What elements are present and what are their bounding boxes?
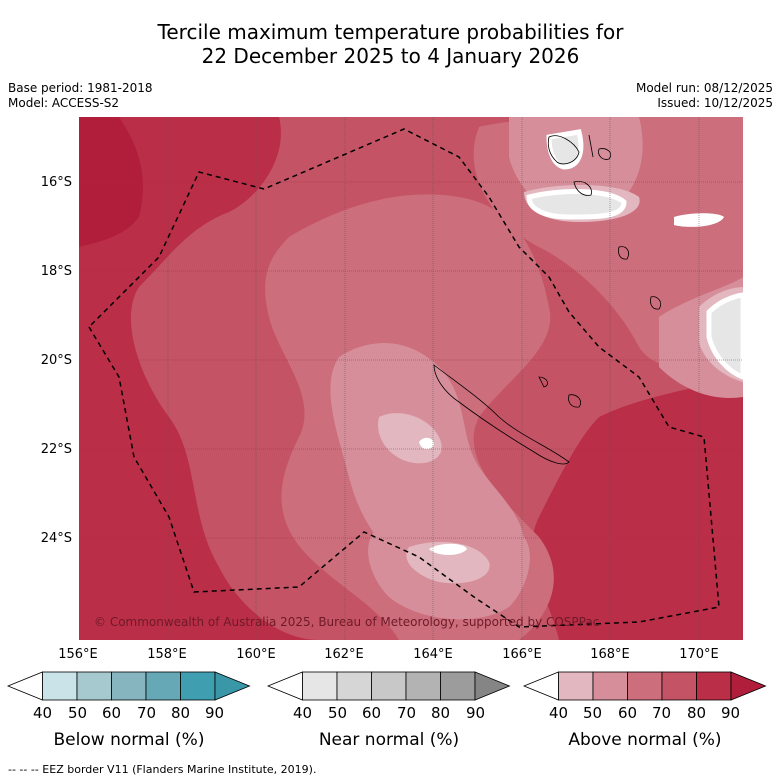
zone-above-80-west (79, 117, 319, 640)
vanuatu-outline-1 (547, 135, 580, 165)
colorbar-above-normal (522, 671, 767, 701)
white-patch-1 (674, 213, 724, 227)
above-normal-label: Above normal (%) (568, 730, 722, 750)
lat-label-20s: 20°S (40, 353, 72, 368)
new-caledonia-outline (433, 364, 570, 465)
near-colorbar-segment-2 (336, 671, 372, 701)
above-colorbar-high-extend (730, 671, 767, 701)
loyalty-outline-1 (568, 394, 582, 408)
colorbar-ticks: 40 50 60 70 80 90 40 50 60 70 80 90 40 5… (0, 704, 781, 728)
title-line-1: Tercile maximum temperature probabilitie… (157, 20, 624, 44)
zone-above-40-central (378, 413, 442, 464)
below-colorbar-segment-2 (76, 671, 112, 701)
near-colorbar-high-extend (474, 671, 511, 701)
lon-label-156e: 156°E (58, 647, 98, 662)
below-tick-80: 80 (171, 704, 191, 722)
lon-label-158e: 158°E (147, 647, 187, 662)
base-period: Base period: 1981-2018 (8, 81, 153, 95)
lon-label-164e: 164°E (413, 647, 453, 662)
issued-date: Issued: 10/12/2025 (657, 96, 773, 110)
colorbars (6, 671, 767, 701)
near-normal-patch-1 (526, 189, 627, 220)
zone-above-90-west (79, 117, 143, 247)
vanuatu-outline-4 (588, 134, 594, 158)
near-tick-60: 60 (362, 704, 382, 722)
near-tick-80: 80 (431, 704, 451, 722)
title-line-2: 22 December 2025 to 4 January 2026 (201, 44, 580, 68)
near-colorbar-low-extend (266, 671, 303, 701)
above-tick-90: 90 (721, 704, 741, 722)
near-colorbar-segment-1 (302, 671, 338, 701)
above-tick-70: 70 (652, 704, 672, 722)
near-colorbar-segment-3 (371, 671, 407, 701)
zone-above-40-south (406, 542, 490, 584)
vanuatu-outline-6 (650, 296, 662, 310)
above-tick-40: 40 (549, 704, 569, 722)
below-tick-60: 60 (102, 704, 122, 722)
above-colorbar-segment-1 (558, 671, 594, 701)
lon-label-162e: 162°E (324, 647, 364, 662)
lat-label-18s: 18°S (40, 264, 72, 279)
probability-map: © Commonwealth of Australia 2025, Bureau… (79, 117, 743, 640)
near-normal-label: Near normal (%) (318, 730, 460, 750)
near-tick-90: 90 (466, 704, 486, 722)
eez-footnote: -- -- -- EEZ border V11 (Flanders Marine… (8, 763, 317, 776)
model-name: Model: ACCESS-S2 (8, 96, 120, 110)
below-tick-90: 90 (205, 704, 225, 722)
colorbar-near-normal (266, 671, 511, 701)
below-tick-70: 70 (137, 704, 157, 722)
lon-label-168e: 168°E (590, 647, 630, 662)
below-colorbar-segment-4 (145, 671, 181, 701)
near-normal-patch-3 (546, 129, 584, 170)
below-colorbar-low-extend (6, 671, 43, 701)
lat-label-22s: 22°S (40, 442, 72, 457)
near-colorbar-segment-5 (440, 671, 476, 701)
vanuatu-outline-2 (573, 180, 592, 196)
above-tick-60: 60 (618, 704, 638, 722)
white-patch-2 (419, 437, 434, 450)
above-tick-50: 50 (583, 704, 603, 722)
above-tick-80: 80 (687, 704, 707, 722)
zone-above-80-east (532, 377, 743, 640)
below-colorbar-segment-1 (42, 671, 78, 701)
below-normal-label: Below normal (%) (53, 730, 205, 750)
below-colorbar-high-extend (214, 671, 251, 701)
above-colorbar-segment-5 (696, 671, 732, 701)
model-run: Model run: 08/12/2025 (635, 81, 773, 95)
below-tick-50: 50 (68, 704, 88, 722)
white-patch-3 (429, 543, 467, 555)
near-colorbar-segment-4 (405, 671, 441, 701)
above-colorbar-segment-3 (627, 671, 663, 701)
loyalty-outline-2 (538, 376, 548, 388)
colorbar-below-normal (6, 671, 251, 701)
lon-label-170e: 170°E (679, 647, 719, 662)
above-colorbar-segment-4 (661, 671, 697, 701)
vanuatu-outline-5 (618, 246, 629, 260)
above-colorbar-segment-2 (592, 671, 628, 701)
near-normal-patch-2 (706, 292, 743, 380)
vanuatu-outline-3 (598, 148, 612, 160)
copyright-text: © Commonwealth of Australia 2025, Bureau… (94, 615, 599, 629)
map-grid (79, 117, 743, 640)
below-tick-40: 40 (33, 704, 53, 722)
lat-label-16s: 16°S (40, 175, 72, 190)
near-tick-70: 70 (397, 704, 417, 722)
below-colorbar-segment-3 (111, 671, 147, 701)
near-tick-50: 50 (328, 704, 348, 722)
lon-label-166e: 166°E (502, 647, 542, 662)
lat-label-24s: 24°S (40, 531, 72, 546)
above-colorbar-low-extend (522, 671, 559, 701)
lon-label-160e: 160°E (236, 647, 276, 662)
near-tick-40: 40 (293, 704, 313, 722)
below-colorbar-segment-5 (180, 671, 216, 701)
island-outlines (433, 134, 662, 465)
map-canvas: © Commonwealth of Australia 2025, Bureau… (79, 117, 743, 640)
